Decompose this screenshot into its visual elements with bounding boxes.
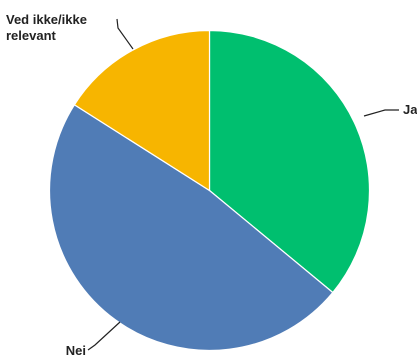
slice-label-line: Ja: [403, 102, 417, 117]
leader-line-nei: [87, 321, 121, 351]
leader-line-ved-ikke: [116, 18, 134, 50]
pie-slices: [48, 29, 371, 352]
pie-labels: Ja Nei Ved ikke/ikke relevant: [6, 12, 417, 356]
slice-label-ved-ikke: Ved ikke/ikke relevant: [6, 12, 87, 43]
slice-label-ja: Ja: [403, 102, 417, 117]
pie-slice-ja: [208, 29, 371, 294]
leader-line-ja: [363, 109, 399, 117]
slice-label-line: Nei: [66, 343, 86, 356]
slice-label-line: relevant: [6, 28, 57, 43]
slice-label-nei: Nei: [66, 343, 86, 356]
pie-slice-ved-ikke: [73, 29, 211, 192]
slice-label-line: Ved ikke/ikke: [6, 12, 87, 27]
pie-slice-nei: [48, 103, 334, 352]
